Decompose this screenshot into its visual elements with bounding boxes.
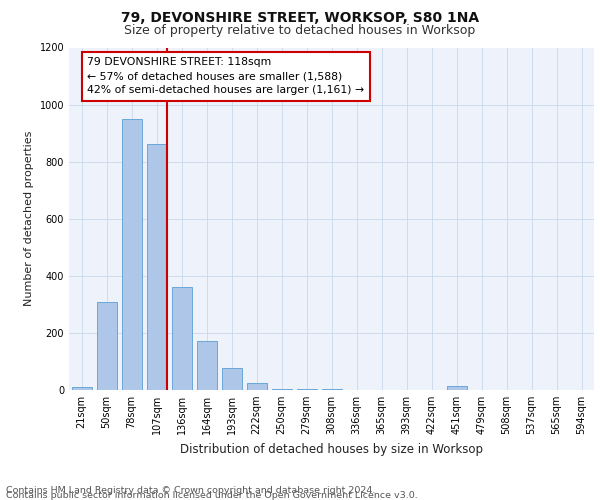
Bar <box>146 144 167 390</box>
Bar <box>121 119 142 390</box>
Bar <box>197 340 217 390</box>
Text: Size of property relative to detached houses in Worksop: Size of property relative to detached ho… <box>124 24 476 37</box>
Text: 79, DEVONSHIRE STREET, WORKSOP, S80 1NA: 79, DEVONSHIRE STREET, WORKSOP, S80 1NA <box>121 11 479 25</box>
Text: Contains public sector information licensed under the Open Government Licence v3: Contains public sector information licen… <box>6 491 418 500</box>
Bar <box>221 368 241 390</box>
X-axis label: Distribution of detached houses by size in Worksop: Distribution of detached houses by size … <box>180 442 483 456</box>
Bar <box>71 387 91 390</box>
Text: 79 DEVONSHIRE STREET: 118sqm
← 57% of detached houses are smaller (1,588)
42% of: 79 DEVONSHIRE STREET: 118sqm ← 57% of de… <box>87 58 364 96</box>
Text: Contains HM Land Registry data © Crown copyright and database right 2024.: Contains HM Land Registry data © Crown c… <box>6 486 376 495</box>
Bar <box>296 389 317 390</box>
Bar <box>271 388 292 390</box>
Bar <box>97 302 116 390</box>
Bar <box>446 386 467 390</box>
Y-axis label: Number of detached properties: Number of detached properties <box>24 131 34 306</box>
Bar <box>172 287 191 390</box>
Bar <box>247 382 266 390</box>
